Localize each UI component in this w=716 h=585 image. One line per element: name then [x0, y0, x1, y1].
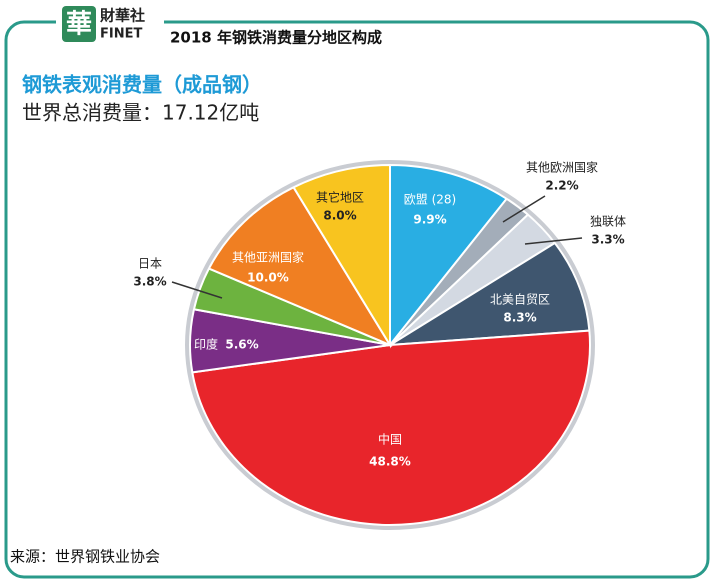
slice-value: 10.0%	[247, 271, 289, 285]
slice-value: 5.6%	[225, 338, 258, 352]
leader-line	[502, 195, 546, 223]
slice-value: 3.8%	[133, 275, 166, 289]
source: 来源：世界钢铁业协会	[10, 548, 160, 566]
logo-name: 財華社	[99, 7, 145, 25]
pie-slice	[389, 241, 591, 346]
subtitle: 钢铁表观消费量（成品钢）	[22, 73, 262, 97]
slice-label: 欧盟 (28)	[404, 193, 456, 207]
slice-label: 日本	[138, 257, 162, 271]
slice-value: 3.3%	[591, 233, 624, 247]
slice-value: 48.8%	[369, 455, 411, 469]
slice-value: 8.3%	[503, 311, 536, 325]
frame	[4, 20, 710, 579]
slice-label: 其它地区	[316, 190, 364, 205]
pie-slice	[389, 163, 509, 348]
logo-box	[62, 6, 96, 42]
logo-latin: FINET	[100, 27, 142, 42]
leader-line	[524, 237, 583, 245]
slice-value: 8.0%	[323, 209, 356, 223]
slice-label: 中国	[378, 432, 402, 447]
slice-label: 印度	[194, 337, 218, 352]
logo-mark: 華	[66, 10, 92, 40]
pie-slice	[191, 329, 591, 526]
slice-label: 其他亚洲国家	[232, 250, 304, 265]
slice-label: 独联体	[590, 215, 626, 229]
total: 世界总消费量：17.12亿吨	[22, 101, 259, 125]
leader-line	[171, 281, 223, 299]
pie-slice	[207, 186, 393, 348]
slice-label: 北美自贸区	[490, 293, 550, 307]
slice-value: 2.2%	[545, 179, 578, 193]
pie-rim	[185, 160, 595, 530]
slice-label: 其他欧洲国家	[526, 160, 598, 175]
pie-slice	[292, 163, 391, 349]
chart-title: 2018 年钢铁消费量分地区构成	[170, 29, 382, 47]
slice-value: 9.9%	[413, 213, 446, 227]
